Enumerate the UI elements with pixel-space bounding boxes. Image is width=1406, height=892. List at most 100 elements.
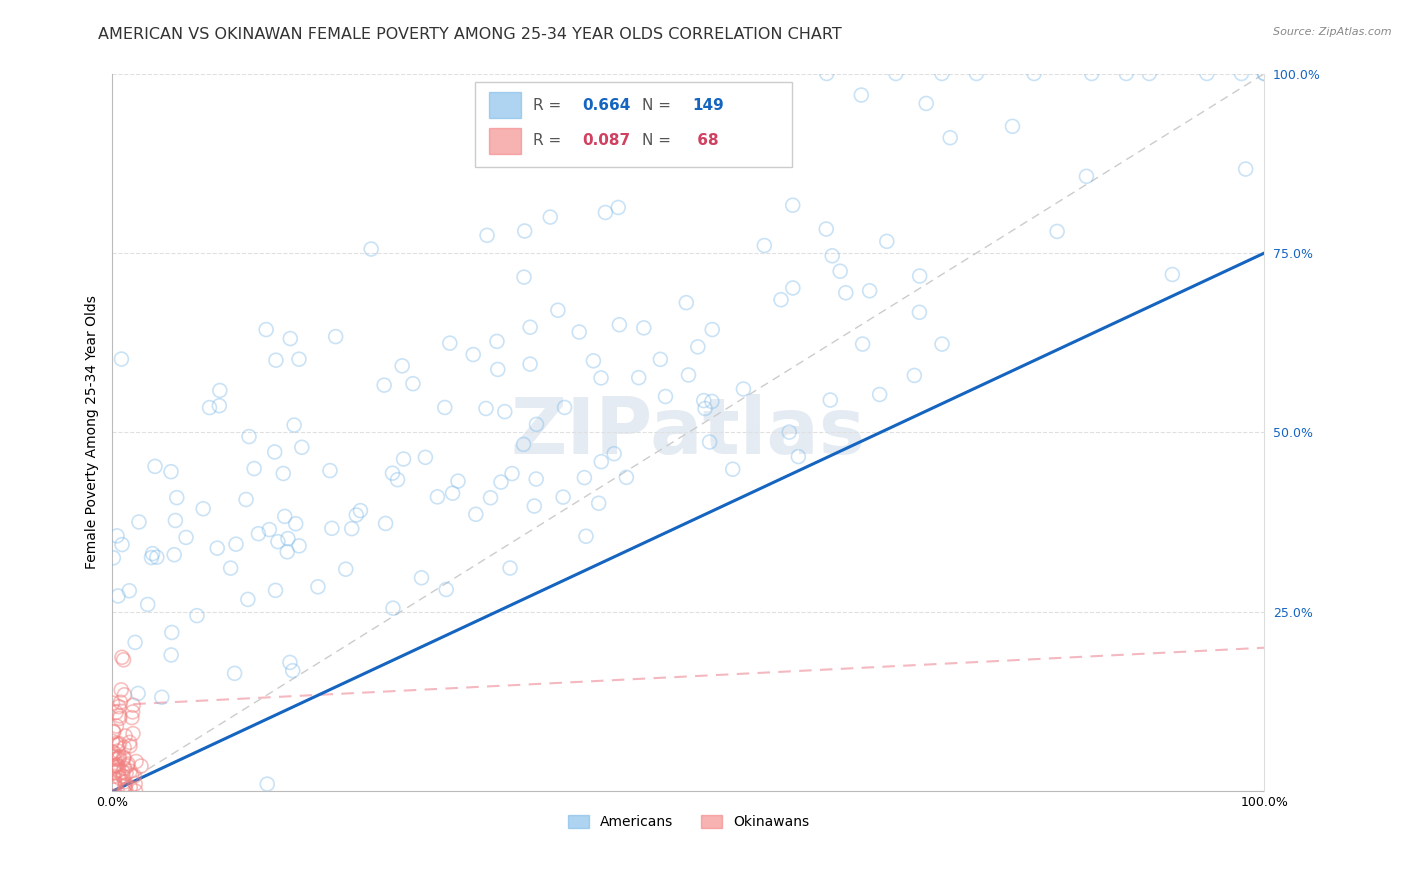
Point: [284, 516, 307, 531]
Point: [111, 769, 134, 783]
Point: [278, 332, 301, 346]
Point: [931, 337, 953, 351]
Point: [160, 648, 183, 662]
Point: [501, 467, 523, 481]
Point: [876, 235, 898, 249]
Point: [101, 734, 124, 748]
Point: [538, 210, 561, 224]
Point: [1022, 66, 1045, 80]
Point: [568, 325, 591, 339]
Point: [439, 336, 461, 351]
Point: [426, 490, 449, 504]
Point: [104, 752, 127, 766]
Point: [908, 268, 931, 283]
Point: [513, 224, 536, 238]
Point: [650, 352, 672, 367]
Point: [111, 538, 134, 552]
Point: [105, 529, 128, 543]
Point: [124, 769, 146, 783]
Point: [103, 769, 125, 783]
Point: [402, 376, 425, 391]
Point: [263, 445, 285, 459]
Point: [107, 751, 129, 765]
Point: [124, 635, 146, 649]
Point: [128, 515, 150, 529]
Point: [264, 583, 287, 598]
Point: [103, 746, 125, 760]
Point: [107, 764, 129, 778]
Point: [104, 759, 127, 773]
Point: [675, 295, 697, 310]
FancyBboxPatch shape: [489, 128, 522, 154]
Point: [721, 462, 744, 476]
Point: [288, 352, 311, 367]
Point: [778, 425, 800, 439]
Point: [198, 401, 221, 415]
Point: [278, 656, 301, 670]
Point: [319, 464, 342, 478]
Point: [588, 496, 610, 510]
Point: [360, 242, 382, 256]
Point: [267, 534, 290, 549]
Point: [526, 417, 548, 432]
Point: [110, 695, 132, 709]
Point: [186, 608, 208, 623]
Point: [110, 352, 132, 367]
Point: [486, 362, 509, 376]
Point: [193, 501, 215, 516]
Point: [219, 561, 242, 575]
Point: [107, 760, 129, 774]
Point: [475, 228, 498, 243]
Point: [524, 472, 547, 486]
Point: [499, 561, 522, 575]
Point: [392, 452, 415, 467]
Point: [787, 450, 810, 464]
Text: 149: 149: [692, 97, 724, 112]
Point: [547, 303, 569, 318]
Point: [117, 756, 139, 771]
Point: [852, 337, 875, 351]
Point: [1253, 66, 1275, 80]
Point: [1076, 169, 1098, 184]
Y-axis label: Female Poverty Among 25-34 Year Olds: Female Poverty Among 25-34 Year Olds: [86, 295, 100, 569]
Point: [281, 664, 304, 678]
Point: [103, 725, 125, 739]
Point: [108, 708, 131, 723]
Point: [1115, 66, 1137, 80]
Point: [124, 777, 146, 791]
Point: [114, 782, 136, 797]
FancyBboxPatch shape: [489, 92, 522, 118]
Point: [321, 521, 343, 535]
Point: [291, 440, 314, 454]
Point: [163, 548, 186, 562]
Point: [475, 401, 498, 416]
Point: [463, 347, 485, 361]
Point: [107, 738, 129, 752]
Point: [160, 465, 183, 479]
Point: [693, 393, 716, 408]
Point: [103, 550, 125, 565]
Point: [374, 516, 396, 531]
Point: [340, 522, 363, 536]
Point: [433, 401, 456, 415]
Point: [654, 390, 676, 404]
Point: [105, 757, 128, 772]
Point: [105, 719, 128, 733]
Point: [523, 499, 546, 513]
Text: 0.664: 0.664: [582, 97, 631, 112]
Point: [104, 780, 127, 794]
Point: [114, 761, 136, 775]
Point: [591, 455, 613, 469]
Point: [105, 736, 128, 750]
Point: [120, 780, 142, 794]
Point: [112, 688, 135, 702]
Point: [112, 751, 135, 765]
Point: [207, 541, 229, 556]
Point: [112, 653, 135, 667]
Point: [830, 264, 852, 278]
Point: [114, 778, 136, 792]
Point: [699, 435, 721, 450]
Point: [121, 705, 143, 719]
Point: [603, 447, 626, 461]
Point: [165, 513, 187, 527]
